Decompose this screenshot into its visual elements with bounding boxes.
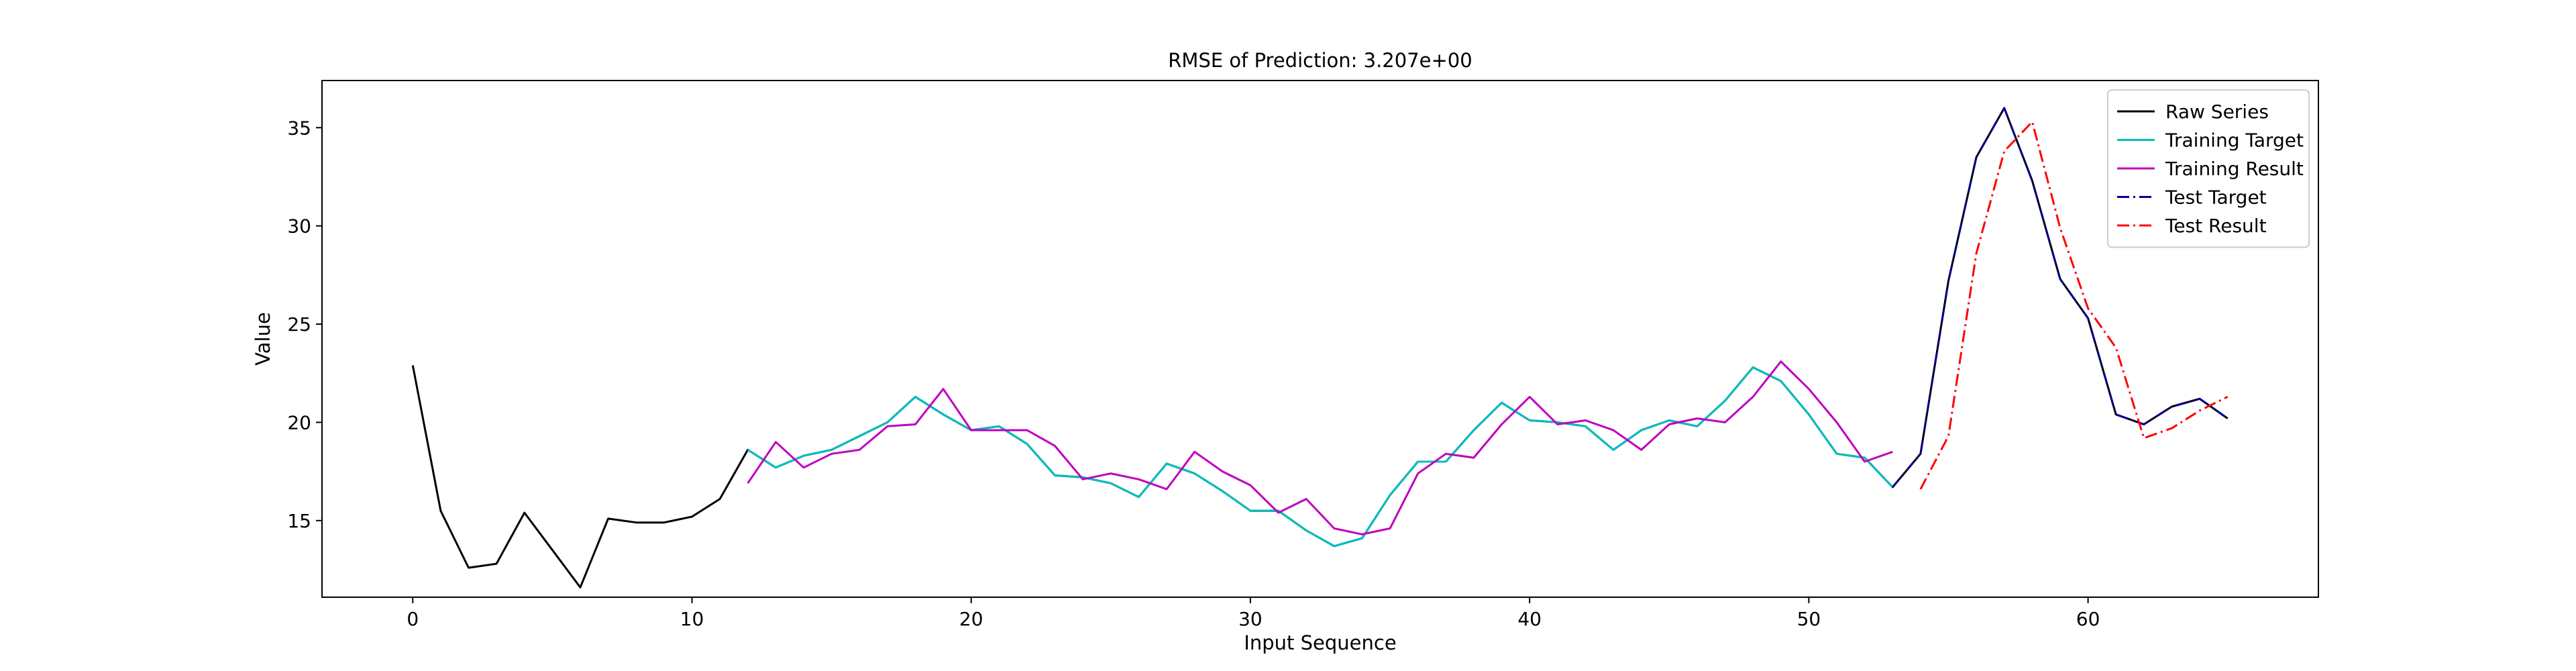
y-axis-label: Value (252, 312, 274, 366)
x-tick-label: 10 (680, 608, 704, 630)
legend-label: Raw Series (2165, 101, 2269, 123)
legend-label: Test Target (2165, 187, 2267, 209)
series-line-training-result (747, 360, 1893, 535)
plot-area: 0 10 20 30 40 50 60 15 20 25 30 35 (287, 80, 2319, 630)
x-tick-label: 60 (2076, 608, 2100, 630)
y-axis: 15 20 25 30 35 (287, 117, 322, 532)
chart-title: RMSE of Prediction: 3.207e+00 (1168, 49, 1472, 72)
series-line-test-result (1919, 121, 2229, 490)
legend: Raw Series Training Target Training Result… (2107, 89, 2310, 248)
y-tick-label: 25 (287, 313, 311, 336)
legend-label: Training Result (2165, 158, 2304, 180)
legend-frame (2107, 89, 2310, 248)
x-tick-label: 30 (1238, 608, 1263, 630)
series-line-training-target (747, 366, 1894, 548)
x-tick-label: 40 (1517, 608, 1542, 630)
legend-label: Test Result (2165, 215, 2267, 237)
y-tick-label: 35 (287, 117, 311, 139)
series-line-test-target (1892, 107, 2229, 488)
y-tick-label: 15 (287, 510, 311, 532)
x-tick-label: 50 (1797, 608, 1821, 630)
series-layer (411, 107, 2229, 588)
plot-frame (321, 80, 2319, 598)
legend-label: Training Target (2165, 130, 2304, 152)
y-tick-label: 30 (287, 215, 311, 238)
x-tick-label: 20 (959, 608, 983, 630)
x-axis: 0 10 20 30 40 50 60 (407, 597, 2100, 630)
y-tick-label: 20 (287, 411, 311, 433)
x-tick-label: 0 (407, 608, 419, 630)
x-axis-label: Input Sequence (1244, 631, 1396, 654)
